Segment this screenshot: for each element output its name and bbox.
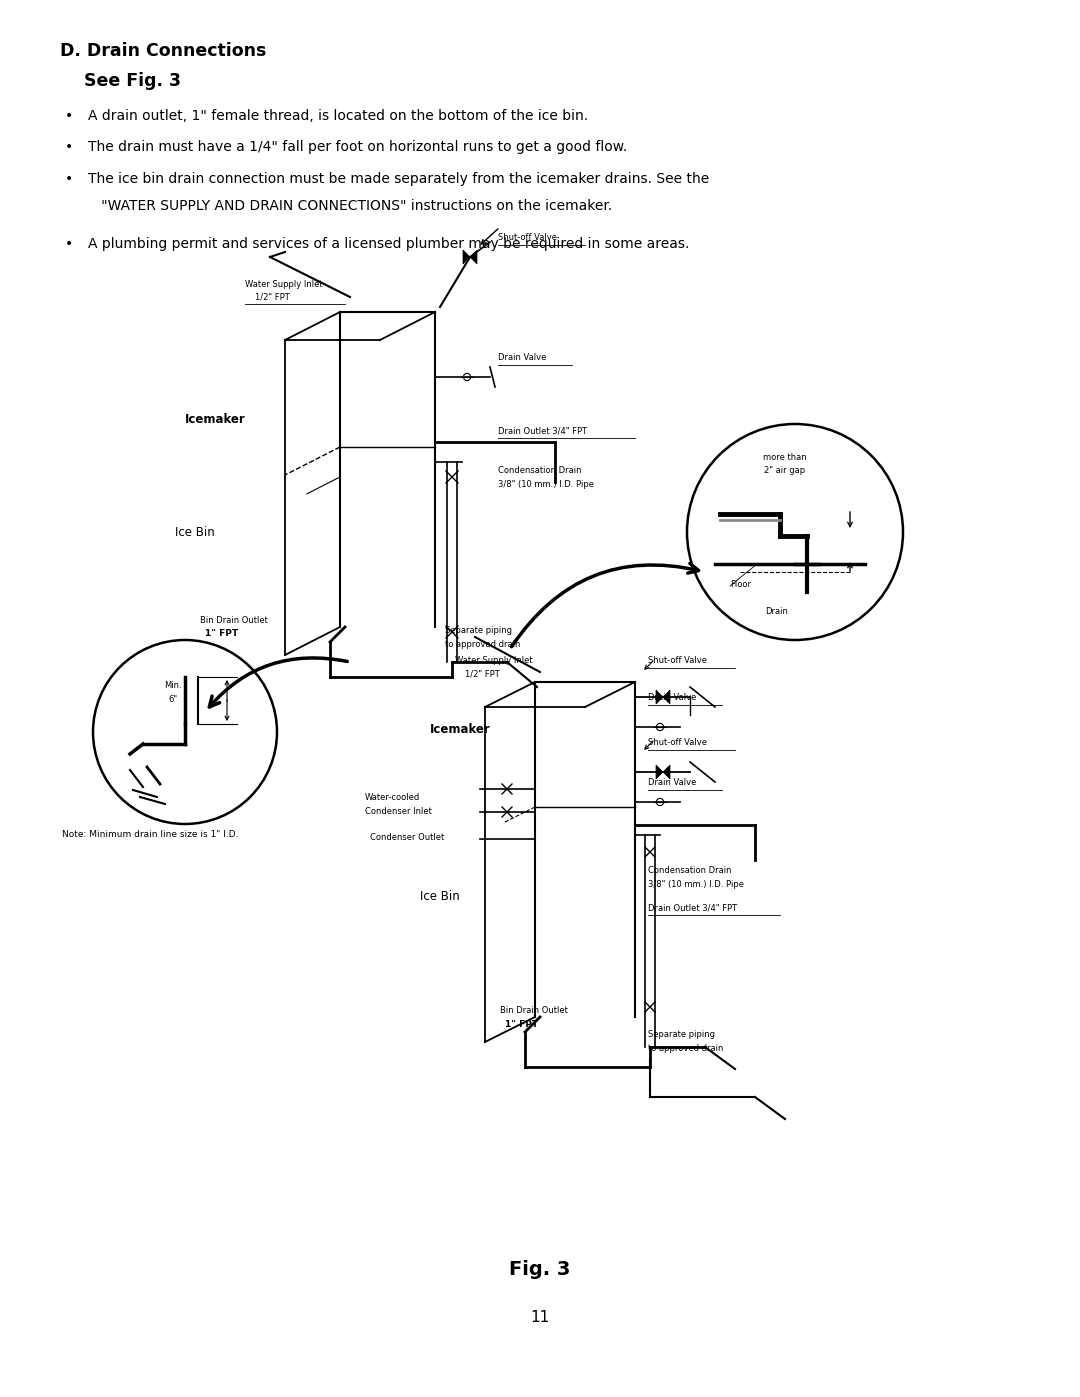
Text: Condenser Inlet: Condenser Inlet — [365, 807, 432, 816]
Text: Separate piping: Separate piping — [445, 626, 512, 636]
Polygon shape — [656, 766, 663, 780]
Text: to approved drain: to approved drain — [445, 640, 521, 650]
Text: The drain must have a 1/4" fall per foot on horizontal runs to get a good flow.: The drain must have a 1/4" fall per foot… — [87, 140, 627, 154]
Text: Note: Minimum drain line size is 1" I.D.: Note: Minimum drain line size is 1" I.D. — [62, 830, 239, 840]
Text: 3/8" (10 mm.) I.D. Pipe: 3/8" (10 mm.) I.D. Pipe — [648, 880, 744, 888]
Text: Drain Valve: Drain Valve — [648, 693, 697, 703]
Text: A drain outlet, 1" female thread, is located on the bottom of the ice bin.: A drain outlet, 1" female thread, is loc… — [87, 109, 589, 123]
Polygon shape — [656, 690, 663, 704]
Text: D. Drain Connections: D. Drain Connections — [60, 42, 267, 60]
Text: Shut-off Valve: Shut-off Valve — [648, 657, 707, 665]
Polygon shape — [463, 250, 470, 264]
Text: Icemaker: Icemaker — [185, 412, 246, 426]
Text: The ice bin drain connection must be made separately from the icemaker drains. S: The ice bin drain connection must be mad… — [87, 172, 710, 186]
Text: Water Supply Inlet: Water Supply Inlet — [245, 279, 323, 289]
Text: more than: more than — [764, 453, 807, 462]
Text: Drain Outlet 3/4" FPT: Drain Outlet 3/4" FPT — [648, 902, 738, 912]
Text: Bin Drain Outlet: Bin Drain Outlet — [200, 616, 268, 624]
Text: 2" air gap: 2" air gap — [765, 467, 806, 475]
Text: •: • — [65, 140, 73, 154]
Text: Water-cooled: Water-cooled — [365, 793, 420, 802]
Text: •: • — [65, 109, 73, 123]
Text: Ice Bin: Ice Bin — [420, 890, 460, 904]
Text: to approved drain: to approved drain — [648, 1044, 724, 1053]
Polygon shape — [663, 690, 670, 704]
Text: 1/2" FPT: 1/2" FPT — [465, 669, 500, 678]
Text: 1" FPT: 1" FPT — [505, 1020, 538, 1030]
Text: Fig. 3: Fig. 3 — [510, 1260, 570, 1280]
Text: 6": 6" — [168, 694, 177, 704]
Text: Min.: Min. — [164, 680, 181, 690]
Text: Water Supply Inlet: Water Supply Inlet — [455, 657, 532, 665]
Polygon shape — [663, 766, 670, 780]
Polygon shape — [470, 250, 477, 264]
Text: Condensation Drain: Condensation Drain — [498, 467, 581, 475]
Text: Drain Outlet 3/4" FPT: Drain Outlet 3/4" FPT — [498, 426, 588, 434]
Text: 11: 11 — [530, 1310, 550, 1324]
Text: "WATER SUPPLY AND DRAIN CONNECTIONS" instructions on the icemaker.: "WATER SUPPLY AND DRAIN CONNECTIONS" ins… — [87, 198, 612, 212]
Text: 1" FPT: 1" FPT — [205, 629, 238, 638]
Text: Condenser Outlet: Condenser Outlet — [370, 833, 444, 842]
Text: Ice Bin: Ice Bin — [175, 525, 215, 538]
Text: •: • — [65, 237, 73, 251]
Text: Drain Valve: Drain Valve — [648, 778, 697, 787]
Text: 1/2" FPT: 1/2" FPT — [255, 292, 289, 300]
Text: Condensation Drain: Condensation Drain — [648, 866, 731, 875]
Text: 3/8" (10 mm.) I.D. Pipe: 3/8" (10 mm.) I.D. Pipe — [498, 481, 594, 489]
Text: Shut-off Valve: Shut-off Valve — [648, 738, 707, 747]
Text: •: • — [65, 172, 73, 186]
Text: Separate piping: Separate piping — [648, 1030, 715, 1039]
Text: Floor: Floor — [730, 580, 751, 590]
Text: Shut-off Valve: Shut-off Valve — [498, 233, 557, 242]
Text: Bin Drain Outlet: Bin Drain Outlet — [500, 1006, 568, 1016]
Text: Icemaker: Icemaker — [430, 722, 490, 735]
Text: Drain Valve: Drain Valve — [498, 353, 546, 362]
Text: Drain: Drain — [766, 608, 788, 616]
Text: See Fig. 3: See Fig. 3 — [60, 73, 181, 89]
Text: A plumbing permit and services of a licensed plumber may be required in some are: A plumbing permit and services of a lice… — [87, 237, 689, 251]
